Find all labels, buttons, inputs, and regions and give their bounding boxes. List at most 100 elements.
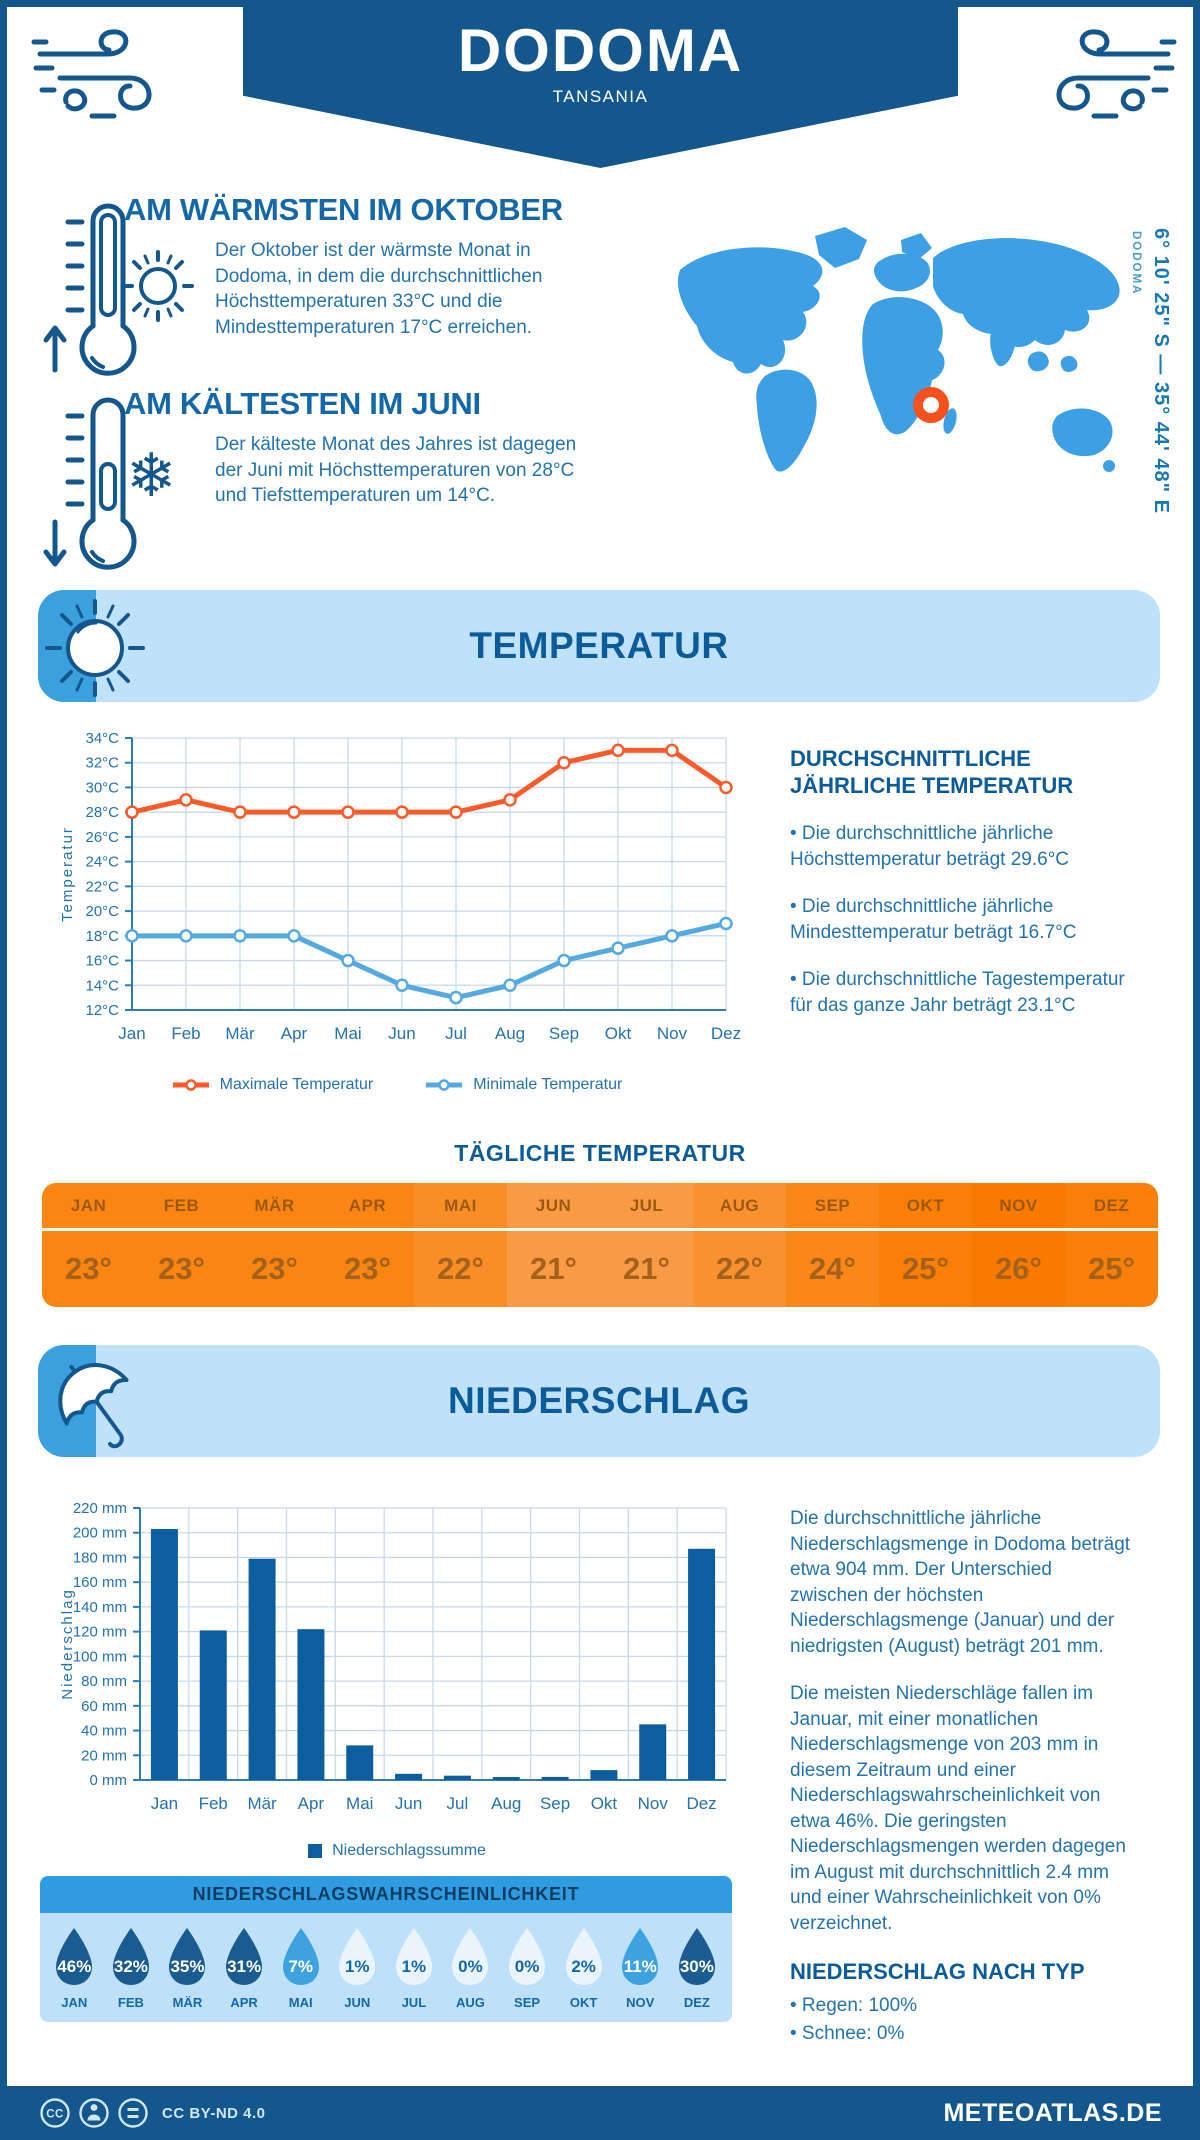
- svg-text:Feb: Feb: [199, 1794, 228, 1813]
- probability-droplet: 0% SEP: [499, 1927, 556, 2010]
- probability-droplet: 1% JUL: [386, 1927, 443, 2010]
- probability-value: 30%: [679, 1957, 714, 1976]
- legend-item-precip: Niederschlagssumme: [308, 1842, 486, 1860]
- bar-square-glyph: [308, 1844, 323, 1858]
- daily-month-header: MAI: [414, 1183, 507, 1228]
- daily-month-header: SEP: [786, 1183, 879, 1228]
- svg-text:80 mm: 80 mm: [81, 1673, 127, 1690]
- temperature-chart: 12°C 14°C 16°C 18°C 20°C 22°C 24°C 26°C 28°C 30°C…: [59, 730, 741, 1043]
- daily-temperature-value: 23°: [228, 1231, 321, 1307]
- probability-value: 35%: [170, 1957, 205, 1976]
- svg-text:160 mm: 160 mm: [73, 1574, 127, 1591]
- precipitation-type-bullet: • Schnee: 0%: [790, 2022, 905, 2044]
- warmest-text: Der Oktober ist der wärmste Monat in Dod…: [215, 240, 543, 338]
- probability-droplet: 46% JAN: [46, 1927, 103, 2010]
- thermometer-warm-icon: [43, 203, 137, 376]
- precipitation-type-title: NIEDERSCHLAG NACH TYP: [790, 1959, 1085, 1984]
- probability-droplet: 7% MAI: [272, 1927, 329, 2010]
- temperature-bullet: • Die durchschnittliche jährliche Höchst…: [790, 823, 1070, 870]
- legend-item-max: Maximale Temperatur: [172, 1076, 373, 1094]
- probability-title: NIEDERSCHLAGSWAHRSCHEINLICHKEIT: [40, 1876, 732, 1913]
- sun-banner-icon: [45, 599, 145, 697]
- daily-temperature-value: 25°: [1065, 1231, 1158, 1307]
- daily-temperature-value: 22°: [414, 1231, 507, 1307]
- droplet-icon: [509, 1928, 546, 1985]
- svg-text:18°C: 18°C: [85, 928, 119, 945]
- temperature-bullet: • Die durchschnittliche jährliche Mindes…: [790, 896, 1077, 943]
- svg-text:Aug: Aug: [495, 1024, 525, 1043]
- probability-panel: NIEDERSCHLAGSWAHRSCHEINLICHKEIT 46% JAN 32…: [40, 1876, 732, 2022]
- svg-text:Jun: Jun: [388, 1024, 415, 1043]
- svg-text:Temperatur: Temperatur: [59, 826, 76, 922]
- probability-value: 2%: [571, 1957, 596, 1976]
- svg-text:Apr: Apr: [281, 1024, 308, 1043]
- svg-text:Apr: Apr: [298, 1794, 325, 1813]
- svg-text:120 mm: 120 mm: [73, 1624, 127, 1641]
- svg-text:30°C: 30°C: [85, 779, 119, 796]
- probability-droplet: 31% APR: [216, 1927, 273, 2010]
- daily-month-header: MÄR: [228, 1183, 321, 1228]
- probability-droplets: 46% JAN 32% FEB 35% MÄR 31% APR 7% MAI 1% JUN 1% JUL 0…: [40, 1913, 732, 2022]
- svg-text:Jul: Jul: [447, 1794, 469, 1813]
- temperature-sidebar: DURCHSCHNITTLICHE JÄHRLICHE TEMPERATUR •…: [790, 745, 1132, 1040]
- page-title: DODOMA: [457, 17, 744, 84]
- temperature-banner: TEMPERATUR: [38, 590, 1160, 702]
- probability-droplet: 35% MÄR: [159, 1927, 216, 2010]
- temperature-section-title: TEMPERATUR: [469, 625, 729, 666]
- daily-month-header: FEB: [135, 1183, 228, 1228]
- svg-text:16°C: 16°C: [85, 953, 119, 970]
- droplet-icon: [169, 1928, 206, 1985]
- precipitation-banner: NIEDERSCHLAG: [38, 1345, 1160, 1457]
- daily-temperature-value: 24°: [786, 1231, 879, 1307]
- svg-text:0 mm: 0 mm: [90, 1772, 128, 1789]
- probability-month: JAN: [61, 1995, 88, 2010]
- svg-text:Okt: Okt: [591, 1794, 618, 1813]
- daily-temperature-value: 25°: [879, 1231, 972, 1307]
- svg-text:200 mm: 200 mm: [73, 1525, 127, 1542]
- svg-text:Jan: Jan: [118, 1024, 145, 1043]
- probability-droplet: 1% JUN: [329, 1927, 386, 2010]
- probability-month: OKT: [569, 1995, 598, 2010]
- precipitation-sidebar: Die durchschnittliche jährliche Niedersc…: [790, 1506, 1132, 2068]
- probability-month: AUG: [456, 1995, 485, 2010]
- temperature-bullet: • Die durchschnittliche Tagestemperatur …: [790, 969, 1125, 1016]
- sun-icon: [122, 250, 194, 322]
- daily-temperature-value: 23°: [42, 1231, 135, 1307]
- droplet-icon: [339, 1928, 376, 1985]
- daily-temperature-value: 22°: [693, 1231, 786, 1307]
- svg-text:CC: CC: [46, 2109, 64, 2121]
- svg-text:34°C: 34°C: [85, 730, 119, 747]
- daily-temperature-value: 23°: [321, 1231, 414, 1307]
- daily-month-header: DEZ: [1065, 1183, 1158, 1228]
- svg-text:100 mm: 100 mm: [73, 1648, 127, 1665]
- probability-droplet: 11% NOV: [612, 1927, 669, 2010]
- probability-value: 0%: [458, 1957, 483, 1976]
- probability-value: 46%: [57, 1957, 92, 1976]
- coldest-text: Der kälteste Monat des Jahres ist dagege…: [215, 434, 577, 506]
- probability-month: SEP: [514, 1995, 541, 2010]
- coordinates-city-label: DODOMA: [1130, 231, 1142, 296]
- daily-temperature-title: TÄGLICHE TEMPERATUR: [454, 1140, 746, 1166]
- site-name: METEOATLAS.DE: [943, 2098, 1162, 2127]
- daily-month-header: APR: [321, 1183, 414, 1228]
- svg-text:220 mm: 220 mm: [73, 1500, 127, 1517]
- svg-text:140 mm: 140 mm: [73, 1599, 127, 1616]
- temperature-sidebar-title: DURCHSCHNITTLICHE JÄHRLICHE TEMPERATUR: [790, 746, 1074, 798]
- precipitation-paragraph: Die durchschnittliche jährliche Niedersc…: [790, 1508, 1131, 1657]
- svg-text:12°C: 12°C: [85, 1002, 119, 1019]
- droplet-icon: [226, 1928, 263, 1985]
- probability-value: 0%: [514, 1957, 540, 1976]
- svg-text:Sep: Sep: [549, 1024, 579, 1043]
- svg-text:Feb: Feb: [171, 1024, 200, 1043]
- warmest-title: AM WÄRMSTEN IM OKTOBER: [124, 192, 563, 227]
- temperature-legend: Maximale Temperatur Minimale Temperatur: [52, 1076, 742, 1094]
- min-line-glyph: [426, 1079, 463, 1091]
- legend-label: Minimale Temperatur: [473, 1076, 623, 1093]
- svg-text:Mär: Mär: [247, 1794, 277, 1813]
- probability-value: 11%: [623, 1957, 657, 1976]
- svg-text:Nov: Nov: [638, 1794, 669, 1813]
- world-map: [677, 227, 1120, 472]
- snowflake-icon: ❄: [126, 441, 177, 511]
- svg-text:20 mm: 20 mm: [81, 1747, 127, 1764]
- probability-value: 1%: [344, 1957, 370, 1976]
